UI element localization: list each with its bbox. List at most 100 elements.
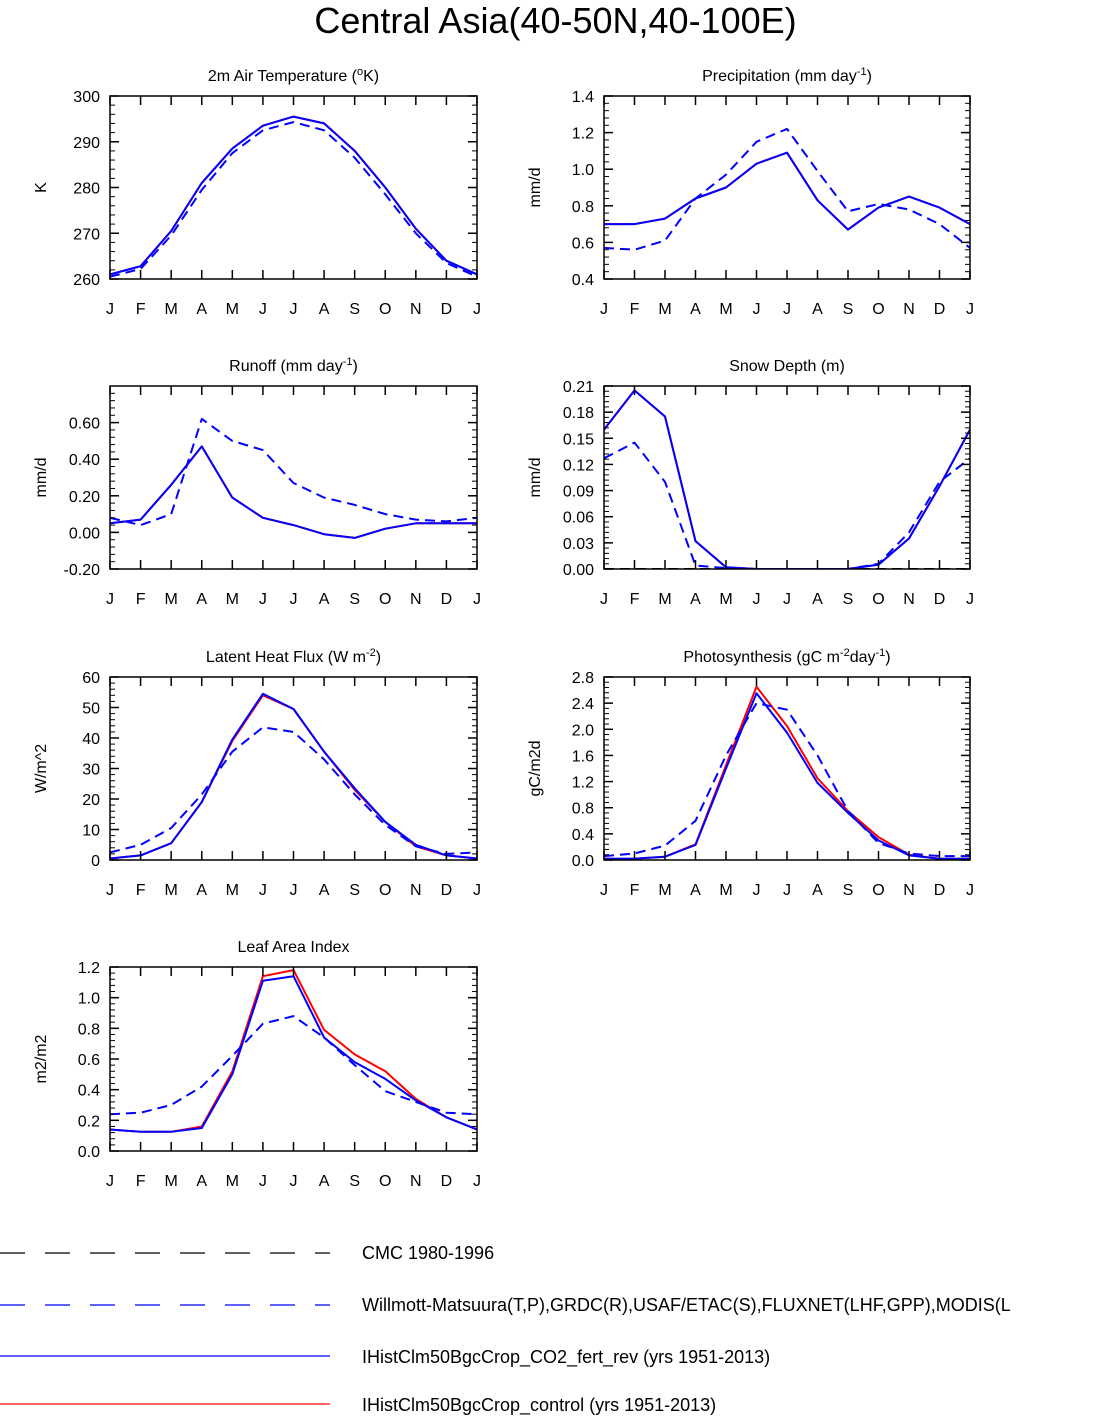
x-tick-label: J	[259, 301, 267, 318]
panel-title-text: day	[850, 649, 876, 666]
y-tick-label: 0.6	[572, 235, 594, 252]
y-axis-label: m2/m2	[33, 1034, 50, 1083]
plot-frame	[109, 966, 478, 1152]
panel-series-group	[604, 685, 970, 860]
y-tick-label: 0.18	[563, 405, 594, 422]
x-tick-label: A	[812, 591, 823, 608]
y-tick-label: 0.4	[78, 1083, 100, 1100]
x-tick-label: M	[719, 301, 732, 318]
panel-title: 2m Air Temperature (oK)	[208, 66, 379, 85]
series-line	[110, 694, 477, 860]
x-tick-label: O	[379, 301, 391, 318]
x-tick-label: J	[753, 301, 761, 318]
x-tick-label: M	[226, 1173, 239, 1190]
y-tick-label: 30	[82, 762, 100, 779]
y-tick-label: 1.2	[572, 126, 594, 143]
x-tick-label: A	[812, 301, 823, 318]
panel-title-superscript: -1	[857, 66, 867, 78]
y-tick-label: 1.0	[78, 991, 100, 1008]
panel-title-superscript: -2	[366, 647, 376, 659]
legend-label-control: IHistClm50BgcCrop_control (yrs 1951-2013…	[362, 1395, 717, 1415]
x-tick-label: A	[690, 301, 701, 318]
x-tick-label: J	[783, 882, 791, 899]
y-tick-label: 0.40	[69, 452, 100, 469]
panel-6: J F M A M J J A S O N D J 0.0 0.4 0.8 1.2 1.6 2.0 2.4 2.8 Pho…	[527, 647, 974, 899]
x-tick-label: J	[473, 882, 481, 899]
x-tick-label: D	[934, 882, 946, 899]
x-tick-label: J	[106, 1173, 114, 1190]
x-tick-label: M	[165, 1173, 178, 1190]
x-tick-label: O	[872, 591, 884, 608]
x-tick-label: N	[410, 1173, 422, 1190]
y-tick-label: 260	[73, 272, 100, 289]
panel-title-superscript: -1	[875, 647, 885, 659]
panel-title: Photosynthesis (gC m-2day-1)	[683, 647, 890, 666]
panel-title: Precipitation (mm day-1)	[702, 66, 872, 85]
y-tick-label: 1.2	[572, 775, 594, 792]
plot-frame	[603, 385, 971, 570]
panel-title-text: Precipitation (mm day	[702, 68, 857, 85]
x-tick-label: J	[259, 882, 267, 899]
x-tick-label: O	[379, 1173, 391, 1190]
x-tick-label: A	[319, 1173, 330, 1190]
x-tick-label: J	[753, 882, 761, 899]
panel-title-text: K)	[363, 68, 379, 85]
series-line	[110, 417, 477, 527]
panel-title-superscript: -2	[840, 647, 850, 659]
y-tick-label: 280	[73, 181, 100, 198]
x-tick-label: J	[600, 882, 608, 899]
plot-frame	[603, 676, 971, 861]
panel-series-group	[604, 389, 970, 569]
x-tick-label: J	[966, 882, 974, 899]
x-tick-label: A	[812, 882, 823, 899]
x-tick-label: A	[690, 882, 701, 899]
y-tick-label: 290	[73, 135, 100, 152]
x-tick-label: A	[196, 1173, 207, 1190]
y-tick-label: 2.4	[572, 696, 594, 713]
x-tick-label: F	[136, 591, 146, 608]
y-tick-label: 0.2	[78, 1113, 100, 1130]
panel-7: J F M A M J J A S O N D J 0.0 0.2 0.4 0.6 0.8 1.0 1.2 Leaf A…	[33, 939, 481, 1190]
x-tick-label: S	[349, 882, 360, 899]
x-tick-label: D	[441, 1173, 453, 1190]
x-tick-label: M	[658, 882, 671, 899]
panel-title-superscript: o	[357, 66, 363, 78]
x-tick-label: J	[259, 1173, 267, 1190]
y-tick-label: 2.8	[572, 670, 594, 687]
x-tick-label: F	[630, 591, 640, 608]
panel-title: Leaf Area Index	[237, 939, 349, 956]
series-line	[604, 441, 970, 569]
y-tick-label: 1.0	[572, 162, 594, 179]
x-tick-label: J	[600, 301, 608, 318]
y-tick-label: 2.0	[572, 722, 594, 739]
x-tick-label: O	[872, 882, 884, 899]
panel-title-text: Leaf Area Index	[237, 939, 349, 956]
x-tick-label: J	[290, 591, 298, 608]
x-tick-label: A	[319, 301, 330, 318]
x-tick-label: N	[410, 591, 422, 608]
x-tick-label: M	[165, 591, 178, 608]
y-tick-label: 0.00	[563, 562, 594, 579]
x-tick-label: M	[226, 882, 239, 899]
y-tick-label: 10	[82, 823, 100, 840]
legend-label-co2-fert: IHistClm50BgcCrop_CO2_fert_rev (yrs 1951…	[362, 1347, 771, 1367]
panel-title-text: Photosynthesis (gC m	[683, 649, 840, 666]
x-tick-label: J	[259, 591, 267, 608]
panel-title-text: )	[376, 649, 381, 666]
x-tick-label: A	[319, 882, 330, 899]
plot-frame	[109, 385, 478, 570]
panel-title-text: )	[352, 358, 357, 375]
panel-title-text: Runoff (mm day	[229, 358, 343, 375]
x-tick-label: S	[843, 882, 854, 899]
y-tick-label: 0.0	[78, 1144, 100, 1161]
x-tick-label: J	[473, 591, 481, 608]
plot-frame	[603, 95, 971, 280]
series-line	[604, 685, 970, 860]
y-axis-label: mm/d	[527, 168, 544, 208]
x-tick-label: M	[719, 882, 732, 899]
y-tick-label: 0.12	[563, 457, 594, 474]
x-tick-label: N	[903, 301, 915, 318]
x-tick-label: N	[903, 882, 915, 899]
